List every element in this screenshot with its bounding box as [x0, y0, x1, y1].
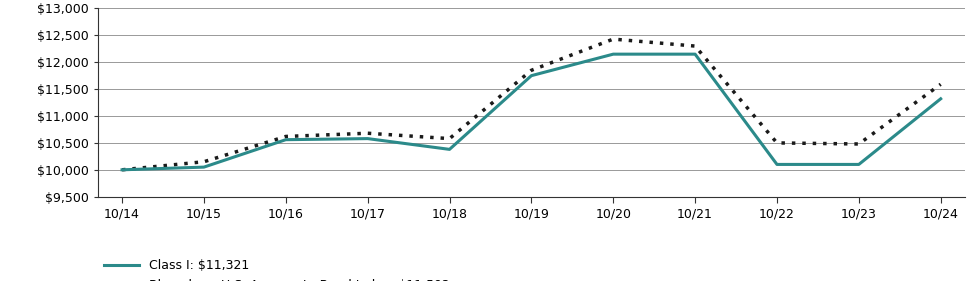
Line: Class I: $11,321: Class I: $11,321: [122, 54, 941, 170]
Class I: $11,321: (5, 1.18e+04): $11,321: (5, 1.18e+04): [526, 74, 537, 77]
Class I: $11,321: (3, 1.06e+04): $11,321: (3, 1.06e+04): [362, 137, 373, 140]
Class I: $11,321: (2, 1.06e+04): $11,321: (2, 1.06e+04): [280, 138, 292, 141]
Class I: $11,321: (9, 1.01e+04): $11,321: (9, 1.01e+04): [853, 163, 865, 166]
Bloomberg U.S. Aggregate Bond Index: $11,592: (6, 1.24e+04): $11,592: (6, 1.24e+04): [607, 37, 619, 41]
Bloomberg U.S. Aggregate Bond Index: $11,592: (2, 1.06e+04): $11,592: (2, 1.06e+04): [280, 135, 292, 138]
Bloomberg U.S. Aggregate Bond Index: $11,592: (3, 1.07e+04): $11,592: (3, 1.07e+04): [362, 132, 373, 135]
Class I: $11,321: (1, 1e+04): $11,321: (1, 1e+04): [198, 166, 210, 169]
Bloomberg U.S. Aggregate Bond Index: $11,592: (5, 1.18e+04): $11,592: (5, 1.18e+04): [526, 69, 537, 72]
Class I: $11,321: (7, 1.22e+04): $11,321: (7, 1.22e+04): [689, 53, 701, 56]
Line: Bloomberg U.S. Aggregate Bond Index: $11,592: Bloomberg U.S. Aggregate Bond Index: $11…: [122, 39, 941, 170]
Class I: $11,321: (6, 1.22e+04): $11,321: (6, 1.22e+04): [607, 53, 619, 56]
Bloomberg U.S. Aggregate Bond Index: $11,592: (7, 1.23e+04): $11,592: (7, 1.23e+04): [689, 44, 701, 48]
Bloomberg U.S. Aggregate Bond Index: $11,592: (1, 1.02e+04): $11,592: (1, 1.02e+04): [198, 160, 210, 164]
Bloomberg U.S. Aggregate Bond Index: $11,592: (10, 1.16e+04): $11,592: (10, 1.16e+04): [935, 83, 947, 86]
Bloomberg U.S. Aggregate Bond Index: $11,592: (0, 1e+04): $11,592: (0, 1e+04): [116, 168, 128, 171]
Bloomberg U.S. Aggregate Bond Index: $11,592: (8, 1.05e+04): $11,592: (8, 1.05e+04): [771, 141, 783, 145]
Bloomberg U.S. Aggregate Bond Index: $11,592: (4, 1.06e+04): $11,592: (4, 1.06e+04): [444, 137, 455, 140]
Bloomberg U.S. Aggregate Bond Index: $11,592: (9, 1.05e+04): $11,592: (9, 1.05e+04): [853, 142, 865, 146]
Class I: $11,321: (4, 1.04e+04): $11,321: (4, 1.04e+04): [444, 148, 455, 151]
Class I: $11,321: (10, 1.13e+04): $11,321: (10, 1.13e+04): [935, 97, 947, 101]
Class I: $11,321: (0, 1e+04): $11,321: (0, 1e+04): [116, 168, 128, 171]
Legend: Class I: $11,321, Bloomberg U.S. Aggregate Bond Index: $11,592: Class I: $11,321, Bloomberg U.S. Aggrega…: [103, 259, 449, 281]
Class I: $11,321: (8, 1.01e+04): $11,321: (8, 1.01e+04): [771, 163, 783, 166]
